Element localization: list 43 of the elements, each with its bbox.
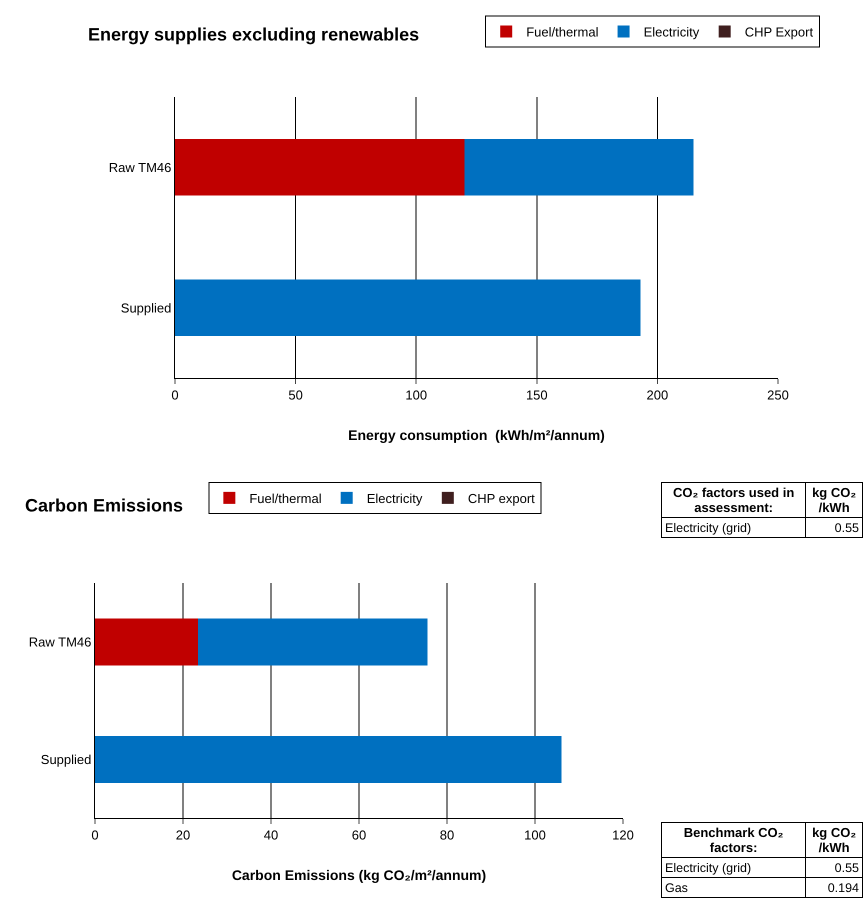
- x-tick-label: 250: [767, 388, 789, 403]
- bar: [95, 736, 562, 783]
- y-tick-label: Raw TM46: [28, 634, 92, 650]
- x-tick-label: 60: [352, 828, 366, 843]
- chart-title: Carbon Emissions: [25, 495, 184, 516]
- text: Electricity (grid): [662, 858, 806, 878]
- bar: [95, 618, 198, 666]
- legend-label: Electricity: [366, 490, 423, 506]
- y-tick-label: Raw TM46: [108, 160, 172, 175]
- x-tick-label: 40: [264, 828, 278, 843]
- legend-label: Electricity: [644, 24, 700, 40]
- text: Benchmark CO₂ factors:: [662, 822, 806, 858]
- text: CO₂ factors used in assessment:: [662, 482, 806, 518]
- legend-label: Fuel/thermal: [249, 490, 322, 506]
- x-tick-label: 120: [612, 828, 634, 843]
- text: kg CO₂ /kWh: [806, 822, 862, 858]
- x-tick-label: 20: [176, 828, 190, 843]
- text: Electricity (grid): [662, 518, 806, 538]
- y-tick-label: Supplied: [120, 300, 172, 316]
- bar: [175, 280, 641, 336]
- y-tick-label: Supplied: [40, 752, 92, 767]
- text: 0.194: [806, 878, 862, 898]
- x-tick-label: 0: [91, 828, 99, 843]
- chart-title: Energy supplies excluding renewables: [88, 24, 420, 44]
- x-tick-label: 80: [440, 828, 454, 843]
- x-tick-label: 0: [171, 388, 179, 403]
- x-axis-title: Energy consumption (kWh/m²/annum): [348, 426, 605, 443]
- bar: [464, 139, 694, 196]
- text: Gas: [662, 878, 806, 898]
- bar: [175, 139, 464, 196]
- x-tick-label: 100: [405, 388, 428, 403]
- text: 0.55: [806, 858, 862, 878]
- x-tick-label: 150: [526, 388, 548, 403]
- x-tick-label: 200: [646, 388, 668, 403]
- legend-label: Fuel/thermal: [526, 24, 599, 40]
- text: kg CO₂ /kWh: [806, 482, 862, 518]
- bar: [198, 618, 428, 666]
- legend-label: CHP export: [468, 490, 536, 506]
- x-tick-label: 50: [288, 388, 303, 403]
- legend-label: CHP Export: [744, 24, 814, 40]
- x-axis-title: Carbon Emissions (kg CO₂/m²/annum): [232, 866, 486, 883]
- text: 0.55: [806, 518, 862, 538]
- x-tick-label: 100: [524, 828, 546, 843]
